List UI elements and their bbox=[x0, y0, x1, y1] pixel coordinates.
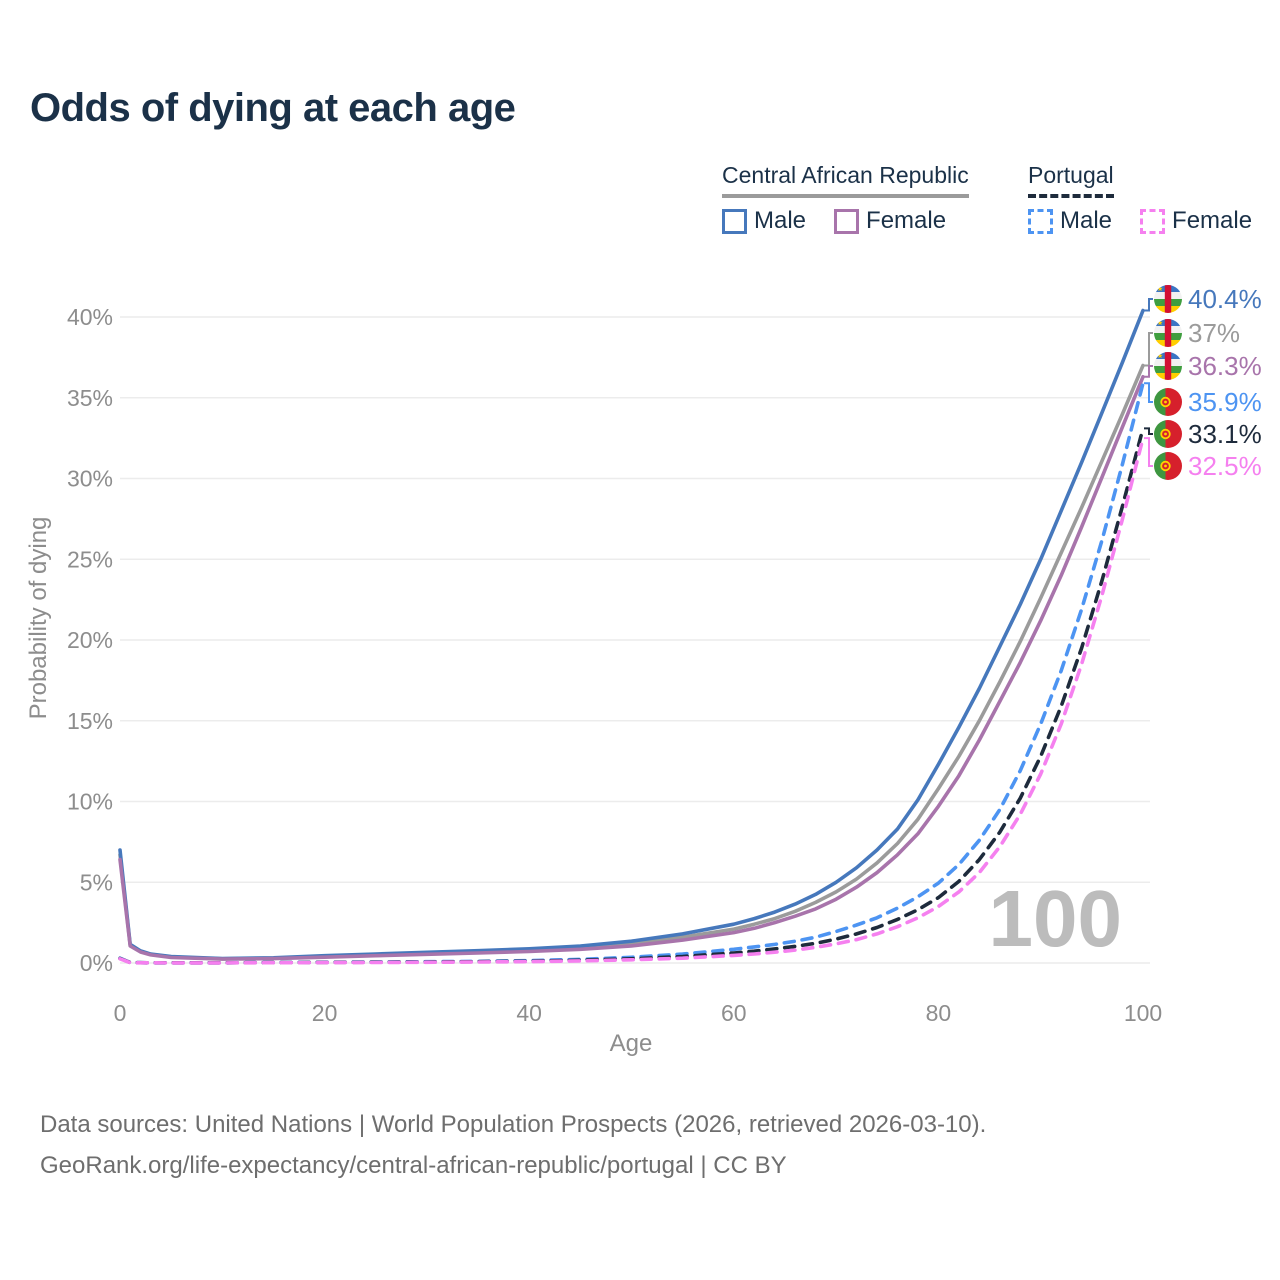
end-label-value-portugal-female: 32.5% bbox=[1188, 451, 1262, 481]
y-tick-label: 40% bbox=[67, 304, 113, 330]
end-label-value-car-total: 37% bbox=[1188, 318, 1240, 348]
end-label-value-portugal-male: 35.9% bbox=[1188, 387, 1262, 417]
legend-group-title-portugal[interactable]: Portugal bbox=[1028, 162, 1114, 198]
page-title: Odds of dying at each age bbox=[30, 86, 516, 130]
series-line-car-female[interactable] bbox=[118, 375, 1145, 961]
legend-items-car: Male Female bbox=[722, 207, 969, 235]
legend-swatch-car-female bbox=[834, 208, 860, 234]
y-tick-label: 0% bbox=[80, 950, 113, 976]
series-lines bbox=[118, 308, 1145, 965]
y-tick-label: 25% bbox=[67, 546, 113, 572]
footer: Data sources: United Nations | World Pop… bbox=[40, 1104, 986, 1186]
legend-group-central-african-republic: Central African Republic Male Female bbox=[722, 162, 969, 235]
legend-item-portugal-female[interactable]: Female bbox=[1140, 207, 1252, 235]
legend-swatch-car-male bbox=[722, 208, 747, 234]
x-axis-tick-labels: 0 20 40 60 80 100 bbox=[114, 1000, 1163, 1026]
series-line-car-male[interactable] bbox=[118, 308, 1145, 961]
end-label-connector-portugal-male bbox=[1144, 382, 1153, 403]
end-label-connector-car-female bbox=[1144, 365, 1153, 378]
y-tick-label: 5% bbox=[80, 869, 113, 895]
legend-label-portugal-female: Female bbox=[1172, 207, 1253, 234]
x-tick-label: 60 bbox=[721, 1000, 747, 1026]
legend-label-car-male: Male bbox=[754, 207, 807, 234]
end-label-value-portugal-total: 33.1% bbox=[1188, 419, 1262, 449]
portugal-flag-icon bbox=[1154, 420, 1182, 448]
end-label-connector-portugal-female bbox=[1144, 437, 1153, 467]
end-label-connector-car-total bbox=[1144, 332, 1153, 367]
legend-group-title-car[interactable]: Central African Republic bbox=[722, 162, 969, 198]
footer-data-sources: Data sources: United Nations | World Pop… bbox=[40, 1111, 987, 1138]
x-tick-label: 20 bbox=[312, 1000, 338, 1026]
y-tick-label: 35% bbox=[67, 385, 113, 411]
central-african-republic-flag-icon bbox=[1154, 285, 1182, 313]
y-axis-title: Probability of dying bbox=[25, 517, 52, 720]
legend-group-portugal: Portugal Male Female bbox=[1028, 162, 1252, 235]
x-axis-title: Age bbox=[610, 1030, 653, 1057]
hovered-age-watermark: 100 bbox=[989, 874, 1122, 963]
end-label-connector-portugal-total bbox=[1144, 427, 1153, 435]
legend-item-car-female[interactable]: Female bbox=[834, 207, 946, 235]
end-label-value-car-male: 40.4% bbox=[1188, 284, 1262, 314]
central-african-republic-flag-icon bbox=[1154, 352, 1182, 380]
series-line-portugal-female[interactable] bbox=[118, 436, 1145, 965]
legend-label-car-female: Female bbox=[866, 207, 947, 234]
gridlines bbox=[120, 316, 1150, 964]
x-tick-label: 0 bbox=[114, 1000, 127, 1026]
portugal-flag-icon bbox=[1154, 388, 1182, 416]
end-label-value-car-female: 36.3% bbox=[1188, 351, 1262, 381]
y-tick-label: 20% bbox=[67, 627, 113, 653]
central-african-republic-flag-icon bbox=[1154, 319, 1182, 347]
footer-attribution-link[interactable]: GeoRank.org/life-expectancy/central-afri… bbox=[40, 1152, 787, 1179]
legend-item-portugal-male[interactable]: Male bbox=[1028, 207, 1112, 235]
y-tick-label: 15% bbox=[67, 708, 113, 734]
y-axis-tick-labels: 0% 5% 10% 15% 20% 25% 30% 35% 40% bbox=[67, 304, 113, 976]
portugal-flag-icon bbox=[1154, 452, 1182, 480]
end-label-connector-car-male bbox=[1144, 298, 1153, 312]
series-end-labels: 40.4% 37%36.3% 35.9%33.1%32.5% bbox=[1144, 284, 1262, 481]
x-tick-label: 80 bbox=[926, 1000, 952, 1026]
legend-swatch-portugal-male bbox=[1028, 208, 1053, 234]
legend-label-portugal-male: Male bbox=[1060, 207, 1113, 234]
series-line-car-total[interactable] bbox=[118, 363, 1145, 961]
legend-swatch-portugal-female bbox=[1140, 208, 1166, 234]
x-tick-label: 40 bbox=[516, 1000, 542, 1026]
y-tick-label: 30% bbox=[67, 466, 113, 492]
x-tick-label: 100 bbox=[1124, 1000, 1162, 1026]
legend-items-portugal: Male Female bbox=[1028, 207, 1252, 235]
legend-item-car-male[interactable]: Male bbox=[722, 207, 806, 235]
y-tick-label: 10% bbox=[67, 789, 113, 815]
